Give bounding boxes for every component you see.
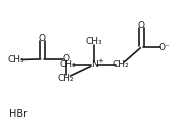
Text: CH₂: CH₂ <box>113 60 129 69</box>
Text: N: N <box>91 60 97 69</box>
Text: HBr: HBr <box>9 109 27 119</box>
Text: O: O <box>138 21 145 30</box>
Text: CH₂: CH₂ <box>58 74 74 83</box>
Text: O: O <box>63 54 70 63</box>
Text: +: + <box>97 58 103 64</box>
Text: CH₃: CH₃ <box>60 60 76 69</box>
Text: O⁻: O⁻ <box>158 43 170 52</box>
Text: CH₃: CH₃ <box>86 37 102 46</box>
Text: CH₃: CH₃ <box>8 55 24 64</box>
Text: O: O <box>39 34 46 43</box>
